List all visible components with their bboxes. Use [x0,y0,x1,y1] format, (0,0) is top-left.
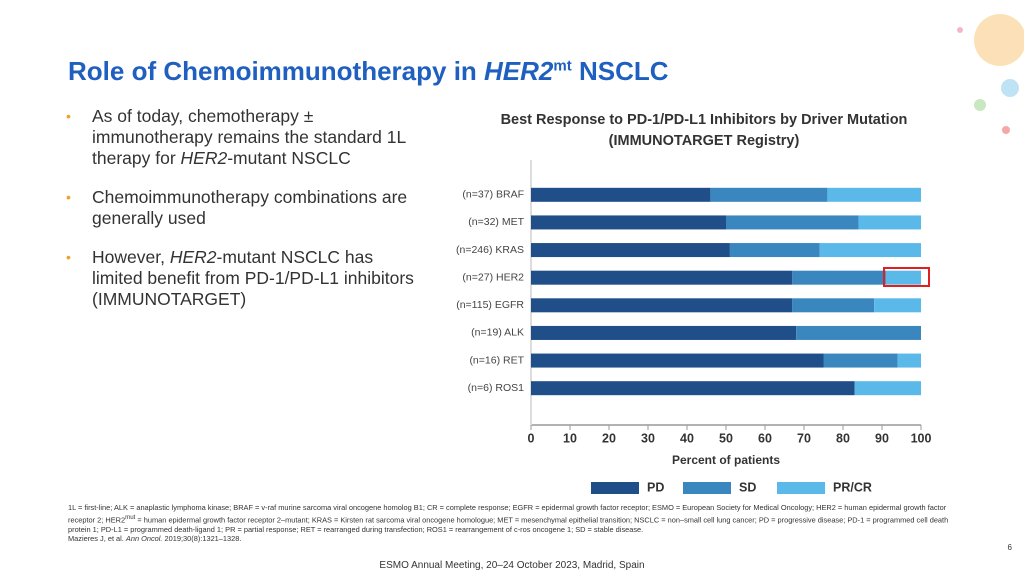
text-segment: mt [553,57,572,75]
bar-segment [854,381,921,396]
x-tick-label: 10 [563,431,577,445]
x-tick-label: 0 [528,431,535,445]
x-tick-label: 60 [758,431,772,445]
y-tick-label: (n=32) MET [468,216,524,228]
bar-segment [827,187,921,202]
text-segment: Ann Oncol. [125,534,163,544]
decoration [957,27,963,33]
x-tick-label: 100 [911,431,932,445]
legend-swatch [777,482,825,494]
text-segment: Mazieres J, et al. [68,534,126,544]
footnotes: 1L = first-line; ALK = anaplastic lympho… [68,503,958,544]
bar-segment [531,270,793,285]
bar-segment [531,187,711,202]
bullet: However, HER2-mutant NSCLC has limited b… [58,247,428,310]
chart-title: (IMMUNOTARGET Registry) [609,133,800,149]
bar-segment [874,298,921,313]
text-segment: -mutant NSCLC [227,148,351,168]
bar-segment [858,215,921,230]
text-segment: 2019;30(8):1321–1328. [162,534,242,544]
bullet-list: As of today, chemotherapy ± immunotherap… [58,106,428,328]
legend-swatch [591,482,639,494]
text-segment: -mutant NSCLC has limited benefit from P… [92,247,414,309]
text-segment: Chemoimmunotherapy combinations are gene… [92,187,408,228]
decoration [974,14,1024,66]
y-tick-label: (n=246) KRAS [456,244,524,256]
bullet: As of today, chemotherapy ± immunotherap… [58,106,428,169]
x-tick-label: 20 [602,431,616,445]
x-tick-label: 70 [797,431,811,445]
text-segment: However, [92,247,170,267]
text-segment: = human epidermal growth factor receptor… [68,515,949,534]
bar-segment [729,243,820,258]
bar-segment [823,353,898,368]
bar-segment [531,325,797,340]
text-segment: As of today, chemotherapy ± immunotherap… [92,106,406,168]
text-segment: HER2 [180,148,228,168]
chart-title: Best Response to PD-1/PD-L1 Inhibitors b… [501,112,908,128]
bar-segment [531,215,726,230]
legend-label: PR/CR [833,480,872,494]
bar-segment [531,243,730,258]
x-tick-label: 50 [719,431,733,445]
text-segment: HER2 [169,247,217,267]
bar-segment [726,215,859,230]
y-tick-label: (n=37) BRAF [462,189,524,201]
text-segment: Role of Chemoimmunotherapy in [68,56,485,86]
text-segment: 1L = first-line; ALK = anaplastic lympho… [68,503,947,525]
x-axis-label: Percent of patients [672,453,780,467]
x-tick-label: 80 [836,431,850,445]
y-tick-label: (n=115) EGFR [456,299,524,311]
text-segment: HER2 [484,56,554,86]
bar-segment [792,270,886,285]
bar-segment [897,353,921,368]
plot: 0 10 20 30 40 50 60 70 80 90 100 (n=37) BRAF (n=32) … [456,160,931,494]
bar-segment [885,270,921,285]
decoration [1001,79,1019,97]
bullet: Chemoimmunotherapy combinations are gene… [58,187,428,229]
x-tick-label: 90 [875,431,889,445]
footer: ESMO Annual Meeting, 20–24 October 2023,… [379,560,645,571]
legend-swatch [683,482,731,494]
bar-segment [531,298,793,313]
y-tick-label: (n=16) RET [469,354,524,366]
x-tick-label: 30 [641,431,655,445]
x-tick-label: 40 [680,431,694,445]
page-number: 6 [1007,543,1012,552]
bar-segment [792,298,875,313]
y-tick-label: (n=6) ROS1 [468,382,524,394]
y-tick-label: (n=19) ALK [471,327,524,339]
legend-label: SD [739,480,756,494]
decoration [974,99,986,111]
y-tick-label: (n=27) HER2 [462,271,524,283]
text-segment: mut [125,513,136,521]
footnote: Mazieres J, et al. Ann Oncol. 2019;30(8)… [68,534,958,544]
bar-segment [531,381,855,396]
decoration [1002,126,1010,134]
bar-segment [710,187,828,202]
bar-segment [531,353,824,368]
slide-title: Role of Chemoimmunotherapy in HER2mt NSC… [68,56,669,87]
bar-segment [819,243,921,258]
footnote: 1L = first-line; ALK = anaplastic lympho… [68,503,958,534]
text-segment: NSCLC [571,56,669,86]
legend-label: PD [647,480,664,494]
highlight-box [883,267,930,287]
bar-segment [796,325,921,340]
